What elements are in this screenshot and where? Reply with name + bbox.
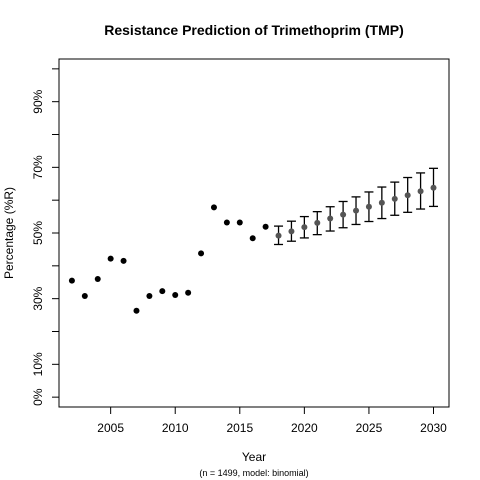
x-tick-label: 2010 xyxy=(162,421,189,435)
x-tick-label: 2005 xyxy=(97,421,124,435)
prediction-point xyxy=(365,203,372,210)
chart-caption: (n = 1499, model: binomial) xyxy=(199,468,308,478)
y-tick-label: 10% xyxy=(31,352,45,376)
y-tick-label: 90% xyxy=(31,89,45,113)
x-tick-label: 2025 xyxy=(356,421,383,435)
y-tick-label: 30% xyxy=(31,286,45,310)
observed-point xyxy=(185,289,192,296)
observed-point xyxy=(68,277,75,284)
x-axis: 2005 2010 2015 2020 2025 2030 xyxy=(97,407,447,435)
observed-point xyxy=(120,257,127,264)
observed-point xyxy=(172,292,179,299)
plot-frame xyxy=(58,58,450,408)
chart-title: Resistance Prediction of Trimethoprim (T… xyxy=(104,22,404,38)
observed-point xyxy=(236,219,243,226)
prediction-point xyxy=(353,207,360,214)
x-tick-label: 2030 xyxy=(420,421,447,435)
observed-point xyxy=(198,250,205,257)
prediction-point xyxy=(417,188,424,195)
prediction-point xyxy=(327,215,334,222)
x-tick-label: 2015 xyxy=(226,421,253,435)
observed-point xyxy=(210,204,217,211)
y-axis: 0% 10% 30% 50% 70% 90% xyxy=(31,68,59,406)
prediction-point xyxy=(288,228,295,235)
prediction-point xyxy=(404,192,411,199)
y-axis-label: Percentage (%R) xyxy=(2,187,16,279)
y-tick-label: 70% xyxy=(31,155,45,179)
data-points xyxy=(68,167,439,314)
prediction-point xyxy=(430,184,437,191)
prediction-point xyxy=(378,199,385,206)
observed-point xyxy=(94,275,101,282)
prediction-point xyxy=(314,219,321,226)
prediction-point xyxy=(391,195,398,202)
x-axis-label: Year xyxy=(242,450,266,464)
observed-point xyxy=(146,293,153,300)
observed-point xyxy=(81,293,88,300)
prediction-point xyxy=(340,211,347,218)
x-tick-label: 2020 xyxy=(291,421,318,435)
observed-point xyxy=(262,223,269,230)
observed-point xyxy=(249,235,256,242)
prediction-point xyxy=(301,224,308,231)
observed-point xyxy=(159,288,166,295)
y-tick-label: 0% xyxy=(31,388,45,406)
observed-point xyxy=(107,255,114,262)
observed-point xyxy=(223,219,230,226)
y-tick-label: 50% xyxy=(31,221,45,245)
observed-point xyxy=(133,307,140,314)
prediction-point xyxy=(275,232,282,239)
